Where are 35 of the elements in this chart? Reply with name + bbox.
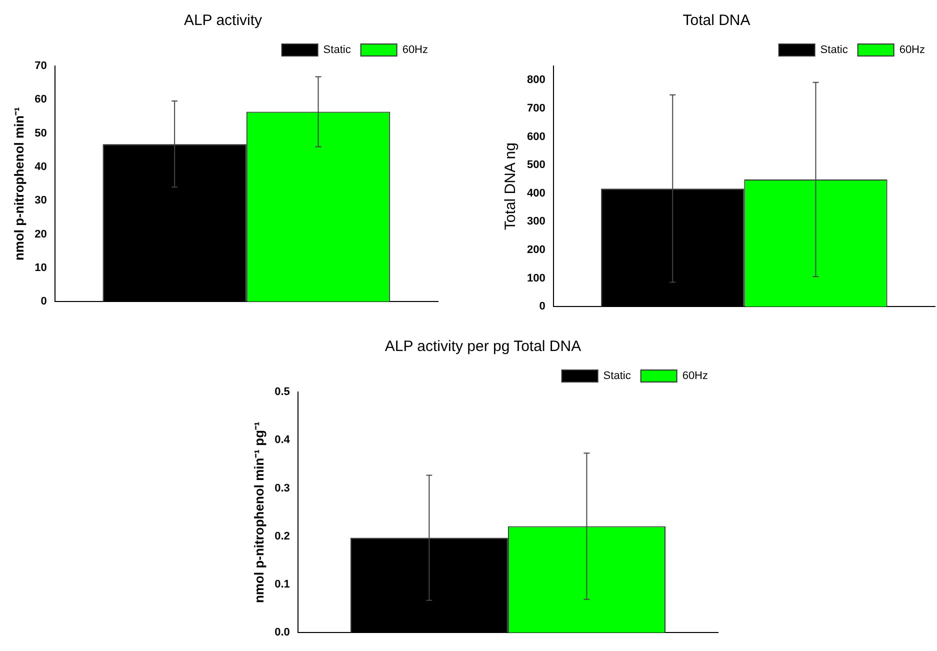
legend-label: 60Hz (899, 44, 926, 56)
y-tick-label: 20 (34, 228, 47, 240)
y-tick-label: 0.5 (274, 386, 290, 398)
y-tick-label: 40 (34, 161, 47, 174)
y-axis-title: nmol p-nitrophenol min⁻¹ pg⁻¹ (251, 422, 266, 603)
y-tick-label: 200 (526, 244, 546, 256)
y-tick-label: 50 (34, 127, 47, 140)
y-tick-label: 0.3 (274, 482, 290, 494)
y-tick-label: 0 (40, 296, 47, 308)
y-tick-label: 100 (526, 272, 546, 284)
y-tick-label: 30 (34, 194, 47, 207)
y-tick-label: 600 (526, 130, 546, 143)
y-tick-label: 10 (34, 262, 47, 274)
y-tick-label: 70 (34, 60, 47, 72)
y-tick-label: 400 (526, 187, 546, 200)
chart-title: ALP activity (184, 12, 263, 30)
y-tick-label: 500 (526, 159, 546, 172)
legend-label: Static (603, 370, 632, 382)
chart-title: Total DNA (682, 12, 750, 30)
y-tick-label: 0.1 (274, 578, 290, 591)
y-tick-label: 700 (526, 102, 546, 114)
y-tick-label: 300 (526, 216, 546, 228)
y-axis-title: nmol p-nitrophenol min⁻¹ (11, 107, 26, 261)
y-axis-title: Total DNA ng (502, 142, 520, 230)
y-tick-label: 800 (526, 74, 546, 86)
legend-label: Static (820, 44, 848, 56)
chart-title: ALP activity per pg Total DNA (384, 338, 582, 356)
y-tick-label: 60 (34, 94, 47, 106)
y-tick-label: 0.4 (274, 434, 291, 446)
y-tick-label: 0.2 (274, 530, 290, 542)
legend-label: Static (323, 44, 352, 56)
legend-label: 60Hz (682, 370, 708, 382)
y-tick-label: 0.0 (274, 626, 290, 639)
y-tick-label: 0 (539, 300, 546, 313)
legend-label: 60Hz (402, 44, 428, 56)
